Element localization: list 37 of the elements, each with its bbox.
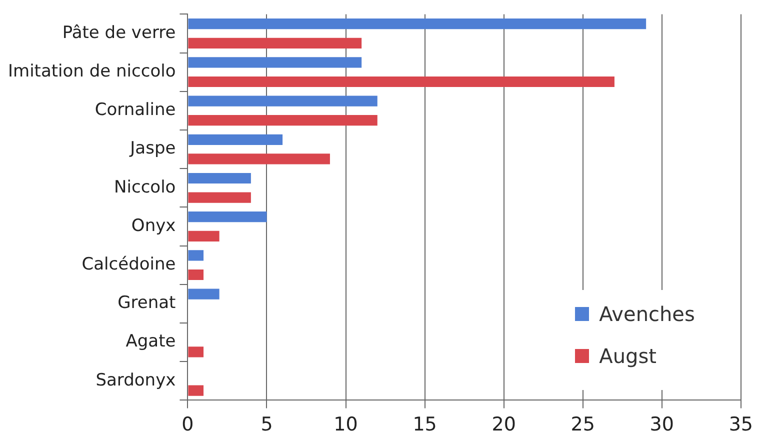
bar [188, 192, 251, 203]
x-tick-label: 15 [412, 414, 437, 436]
bar [188, 38, 362, 48]
x-tick-label: 25 [570, 414, 595, 436]
bar [188, 96, 378, 106]
legend-label: Augst [599, 344, 656, 368]
legend-label: Avenches [599, 302, 695, 326]
bar [188, 250, 204, 261]
bar [188, 154, 330, 164]
bar [188, 269, 204, 280]
x-tick-label: 20 [492, 414, 516, 436]
bar [188, 134, 283, 145]
bar [188, 57, 362, 68]
y-tick-label: Onyx [131, 216, 176, 236]
bar [188, 385, 204, 396]
bar [188, 230, 220, 242]
bar [188, 172, 251, 184]
y-tick-label: Calcédoine [82, 254, 176, 275]
y-tick-label: Jaspe [129, 138, 176, 159]
x-tick-label: 0 [182, 414, 194, 436]
x-tick-label: 35 [728, 414, 754, 436]
x-tick-label: 10 [334, 414, 358, 436]
bar [188, 76, 614, 88]
y-tick-label: Sardonyx [96, 370, 176, 390]
bar [188, 115, 378, 126]
bar [188, 212, 267, 222]
y-tick-label: Pâte de verre [62, 22, 176, 43]
y-tick-label: Cornaline [94, 100, 176, 120]
y-tick-label: Grenat [118, 293, 176, 314]
bar [188, 346, 204, 358]
bar [188, 18, 646, 30]
bar [188, 288, 220, 300]
y-tick-label: Niccolo [114, 177, 176, 198]
x-tick-label: 30 [650, 414, 674, 436]
x-tick-label: 5 [260, 414, 273, 436]
y-tick-label: Agate [126, 332, 176, 352]
y-tick-label: Imitation de niccolo [8, 62, 176, 82]
